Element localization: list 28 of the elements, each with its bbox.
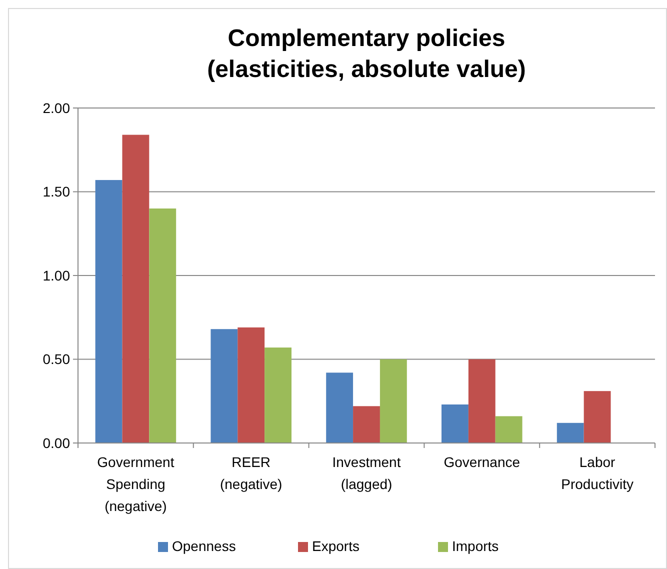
bar [380, 359, 407, 443]
legend-label: Exports [312, 538, 360, 554]
y-tick-label: 1.50 [42, 184, 70, 200]
x-tick-label: Labor Productivity [561, 454, 634, 492]
y-tick-label: 0.50 [42, 351, 70, 368]
bar [326, 372, 354, 443]
bar [353, 406, 380, 443]
bar [122, 134, 150, 443]
x-tick-label: REER (negative) [220, 454, 282, 492]
bar [442, 404, 468, 443]
bar [238, 327, 265, 443]
y-tick-label: 2.00 [42, 100, 70, 116]
legend-label: Openness [172, 538, 236, 554]
bar [495, 416, 522, 443]
x-tick-label: Government Spending (negative) [97, 454, 174, 514]
bar [95, 180, 122, 443]
y-tick-label: 0.00 [42, 434, 70, 451]
bar [149, 208, 176, 443]
chart-title: Complementary policies (elasticities, absolute value) [207, 25, 526, 83]
x-tick-label: Investment (lagged) [332, 454, 401, 492]
bar [264, 348, 292, 443]
y-tick-label: 1.00 [42, 267, 70, 284]
bar [584, 391, 611, 443]
bar [468, 359, 496, 443]
legend-label: Imports [452, 538, 499, 554]
x-tick-label: Governance [444, 454, 520, 470]
bar [556, 422, 584, 443]
bar [210, 329, 238, 443]
